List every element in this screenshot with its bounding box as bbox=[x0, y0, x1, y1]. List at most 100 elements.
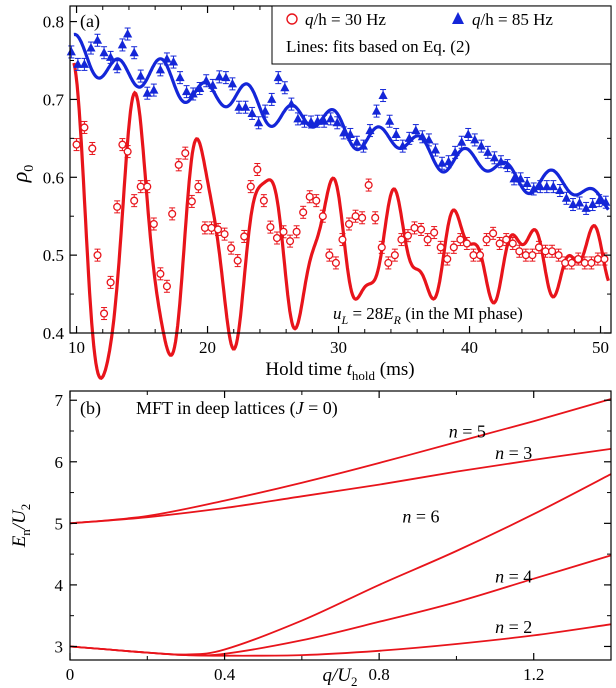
point-30hz bbox=[207, 221, 216, 235]
triangle-marker bbox=[437, 158, 447, 167]
point-85hz bbox=[234, 100, 244, 114]
point-85hz bbox=[385, 114, 395, 128]
point-30hz bbox=[351, 209, 360, 223]
point-85hz bbox=[73, 57, 83, 71]
circle-marker bbox=[403, 231, 413, 240]
x-tick-label: 50 bbox=[592, 338, 609, 357]
circle-marker bbox=[508, 239, 517, 248]
circle-marker bbox=[358, 213, 367, 222]
triangle-marker bbox=[267, 94, 277, 103]
triangle-marker bbox=[516, 173, 526, 183]
triangle-marker bbox=[561, 193, 572, 202]
circle-marker bbox=[548, 247, 557, 256]
circle-marker bbox=[423, 235, 432, 244]
title-text: MFT in deep lattices ( bbox=[136, 398, 296, 419]
point-30hz bbox=[318, 209, 327, 223]
point-85hz bbox=[86, 41, 96, 55]
triangle-marker bbox=[92, 35, 103, 44]
circle-marker bbox=[266, 223, 275, 232]
y-label-sub: 0 bbox=[22, 165, 37, 172]
triangle-marker bbox=[548, 181, 558, 191]
circle-marker bbox=[194, 182, 203, 191]
circle-marker bbox=[156, 269, 165, 278]
point-30hz bbox=[417, 222, 426, 236]
point-30hz bbox=[259, 194, 268, 208]
point-30hz bbox=[168, 207, 177, 221]
point-85hz bbox=[594, 194, 604, 208]
curve-label-var: n bbox=[495, 617, 504, 637]
point-30hz bbox=[220, 227, 229, 241]
y-tick-label: 0.5 bbox=[43, 246, 64, 265]
point-85hz bbox=[358, 139, 369, 153]
anno-sub: L bbox=[341, 313, 349, 327]
y-label-denom: /U bbox=[9, 509, 30, 530]
triangle-marker bbox=[112, 61, 122, 71]
point-85hz bbox=[221, 71, 231, 85]
circle-marker bbox=[143, 182, 152, 191]
curve-label-value: = 5 bbox=[458, 422, 486, 442]
curve-label-var: n bbox=[402, 507, 411, 527]
point-30hz bbox=[534, 240, 544, 254]
point-30hz bbox=[364, 178, 373, 192]
x-label-unit: (ms) bbox=[375, 359, 415, 380]
point-85hz bbox=[306, 115, 316, 129]
triangle-marker bbox=[352, 137, 362, 146]
point-85hz bbox=[404, 131, 414, 145]
point-85hz bbox=[254, 116, 264, 130]
point-85hz bbox=[181, 85, 192, 99]
triangle-marker bbox=[181, 86, 192, 96]
triangle-marker bbox=[398, 141, 408, 150]
point-85hz bbox=[117, 38, 127, 52]
point-85hz bbox=[99, 46, 109, 60]
point-30hz bbox=[469, 248, 478, 262]
point-30hz bbox=[449, 240, 458, 254]
point-30hz bbox=[358, 211, 367, 225]
circle-marker bbox=[430, 228, 439, 237]
triangle-marker bbox=[404, 133, 414, 142]
point-30hz bbox=[554, 248, 563, 262]
point-30hz bbox=[292, 225, 301, 239]
triangle-marker bbox=[73, 59, 83, 68]
triangle-marker bbox=[86, 43, 96, 52]
curve-5 bbox=[69, 398, 612, 525]
triangle-marker bbox=[299, 116, 310, 125]
point-85hz bbox=[509, 172, 519, 186]
point-85hz bbox=[208, 78, 218, 92]
circle-marker bbox=[149, 219, 158, 229]
triangle-marker bbox=[155, 64, 165, 74]
triangle-marker bbox=[424, 134, 434, 144]
y-axis-label: En/U2 bbox=[9, 504, 33, 549]
point-85hz bbox=[293, 112, 303, 126]
x-label-sub: hold bbox=[352, 368, 376, 383]
circle-marker bbox=[253, 165, 262, 174]
point-85hz bbox=[227, 77, 238, 91]
point-30hz bbox=[194, 180, 203, 194]
y-tick-label: 7 bbox=[55, 391, 64, 410]
point-85hz bbox=[581, 201, 591, 215]
point-85hz bbox=[398, 139, 408, 153]
energy-curves bbox=[69, 398, 612, 657]
circle-marker bbox=[534, 243, 544, 252]
point-30hz bbox=[240, 229, 249, 243]
legend-entry-85hz: q/h = 85 Hz bbox=[472, 10, 553, 29]
point-30hz bbox=[377, 240, 386, 254]
x-label-denom: /U bbox=[331, 665, 352, 686]
legend-circle-marker bbox=[286, 13, 298, 25]
point-30hz bbox=[508, 236, 517, 250]
legend: q/h = 30 Hz q/h = 85 Hz Lines: fits base… bbox=[271, 5, 612, 65]
y-label-var: E bbox=[9, 535, 30, 548]
point-85hz bbox=[548, 180, 558, 194]
triangle-marker bbox=[293, 113, 303, 123]
triangle-marker bbox=[417, 131, 427, 141]
triangle-marker bbox=[175, 72, 185, 82]
triangle-marker bbox=[149, 85, 159, 94]
x-label-var: t bbox=[347, 359, 353, 380]
point-30hz bbox=[344, 217, 354, 231]
point-30hz bbox=[299, 205, 308, 219]
point-85hz bbox=[424, 133, 434, 147]
point-85hz bbox=[106, 50, 116, 64]
circle-marker bbox=[462, 239, 471, 248]
triangle-marker bbox=[142, 88, 152, 97]
triangle-marker bbox=[535, 181, 545, 191]
